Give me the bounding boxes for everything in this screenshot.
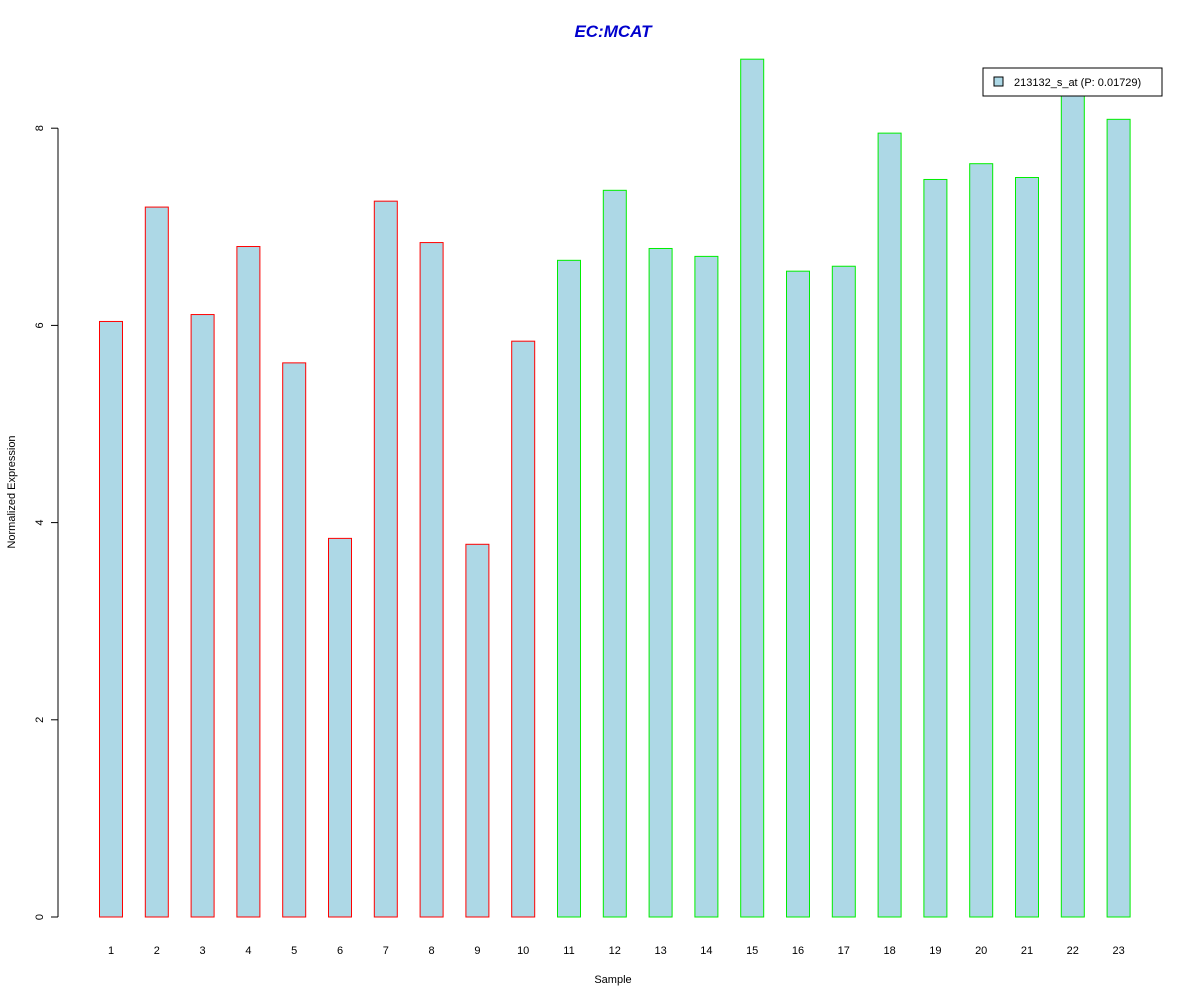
chart-title: EC:MCAT	[574, 22, 653, 41]
x-tick-label: 18	[883, 945, 895, 957]
bar	[648, 247, 673, 918]
legend-box	[982, 67, 1163, 97]
x-tick-label: 2	[154, 945, 160, 957]
x-tick-label: 20	[975, 945, 987, 957]
bar	[144, 206, 169, 918]
legend: 213132_s_at (P: 0.01729)	[982, 67, 1163, 97]
x-tick-label: 5	[291, 945, 297, 957]
x-axis-tick-labels: 1 2 3 4 5 6 7 8 9 10 11 12 13 14 15 16 17 18 19 20 21 22 23	[108, 945, 1125, 957]
y-tick-label: 0	[34, 914, 46, 920]
x-axis-label: Sample	[594, 974, 631, 986]
bar	[602, 189, 627, 918]
bar	[511, 340, 536, 918]
bar	[557, 259, 581, 918]
bar	[923, 178, 948, 918]
bar	[1060, 92, 1085, 918]
bar	[694, 255, 719, 918]
bar	[969, 163, 994, 918]
y-axis: 0 2 4 6 8	[34, 125, 59, 920]
x-tick-label: 9	[474, 945, 480, 957]
x-tick-label: 19	[929, 945, 941, 957]
legend-label: 213132_s_at (P: 0.01729)	[1014, 77, 1141, 89]
x-tick-label: 13	[654, 945, 666, 957]
bar	[1106, 118, 1131, 918]
y-tick-label: 2	[34, 717, 46, 723]
x-tick-label: 3	[200, 945, 206, 957]
x-tick-label: 7	[383, 945, 389, 957]
y-tick-label: 4	[34, 520, 46, 526]
x-tick-label: 12	[609, 945, 621, 957]
y-axis-label: Normalized Expression	[6, 435, 18, 548]
legend-swatch	[993, 76, 1004, 87]
x-tick-label: 6	[337, 945, 343, 957]
x-tick-label: 17	[838, 945, 850, 957]
x-tick-label: 23	[1112, 945, 1124, 957]
y-tick-label: 6	[34, 322, 46, 328]
x-tick-label: 8	[429, 945, 435, 957]
x-tick-label: 10	[517, 945, 529, 957]
x-tick-label: 1	[108, 945, 114, 957]
bar	[99, 320, 123, 918]
bar	[419, 242, 444, 918]
bar	[786, 270, 810, 918]
bars	[99, 58, 1131, 918]
x-tick-label: 21	[1021, 945, 1033, 957]
x-tick-label: 22	[1067, 945, 1079, 957]
bar	[282, 362, 307, 918]
x-tick-label: 15	[746, 945, 758, 957]
bar	[831, 265, 856, 918]
bar	[740, 58, 765, 918]
bar	[877, 132, 902, 918]
bar	[373, 200, 398, 918]
y-tick-label: 8	[34, 125, 46, 131]
x-tick-label: 14	[700, 945, 712, 957]
x-tick-label: 4	[245, 945, 251, 957]
bar	[236, 246, 261, 918]
x-tick-label: 16	[792, 945, 804, 957]
bar	[190, 314, 215, 918]
x-tick-label: 11	[563, 945, 574, 957]
bar	[465, 543, 490, 918]
bar	[328, 537, 352, 918]
bar	[1015, 177, 1039, 918]
